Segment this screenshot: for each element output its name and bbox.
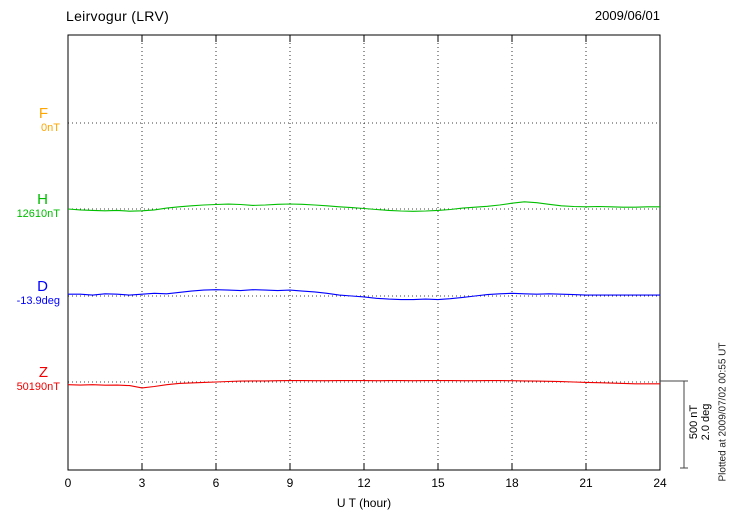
x-tick-label: 0 bbox=[64, 476, 72, 490]
x-tick-label: 15 bbox=[431, 476, 445, 490]
scale-bar-label-nt: 500 nT bbox=[688, 404, 700, 440]
trace-d bbox=[68, 289, 660, 301]
channel-baseline-f: 0nT bbox=[41, 122, 60, 134]
channel-baseline-h: 12610nT bbox=[16, 208, 60, 220]
x-tick-label: 21 bbox=[579, 476, 593, 490]
x-tick-label: 3 bbox=[138, 476, 146, 490]
channel-letter-f: F bbox=[38, 105, 48, 122]
channel-label-z: Z 50190nT bbox=[0, 365, 62, 394]
channel-letter-z: Z bbox=[38, 364, 48, 381]
date-label: 2009/06/01 bbox=[594, 8, 660, 23]
trace-z bbox=[67, 380, 660, 389]
channel-label-h: H 12610nT bbox=[0, 192, 62, 221]
x-tick-label: 18 bbox=[505, 476, 519, 490]
channel-baseline-d: -13.9deg bbox=[16, 295, 60, 307]
trace-h bbox=[67, 201, 660, 212]
x-axis-label: U T (hour) bbox=[336, 496, 392, 510]
x-tick-label: 6 bbox=[212, 476, 220, 490]
channel-baseline-z: 50190nT bbox=[16, 381, 60, 393]
x-tick-label: 9 bbox=[286, 476, 294, 490]
plot-frame bbox=[67, 34, 661, 471]
channel-label-f: F 0nT bbox=[0, 106, 62, 135]
plotted-at-label: Plotted at 2009/07/02 00:55 UT bbox=[717, 342, 729, 482]
page-title: Leirvogur (LRV) bbox=[66, 8, 170, 24]
channel-label-d: D -13.9deg bbox=[0, 279, 62, 308]
x-tick-label: 24 bbox=[653, 476, 667, 490]
channel-letter-h: H bbox=[37, 191, 48, 208]
x-tick-label: 12 bbox=[357, 476, 371, 490]
scale-bar-label-deg: 2.0 deg bbox=[700, 403, 712, 441]
channel-letter-d: D bbox=[37, 278, 48, 295]
